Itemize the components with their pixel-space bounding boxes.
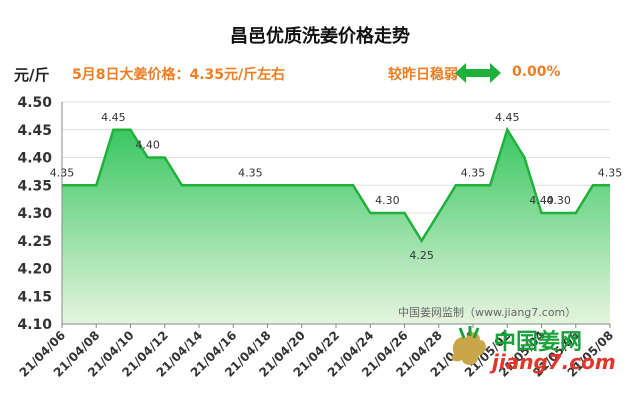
data-label: 4.45 <box>495 111 520 124</box>
watermark: 中国姜网监制（www.jiang7.com） <box>398 305 576 319</box>
y-tick-label: 4.20 <box>17 262 52 278</box>
data-label: 4.25 <box>409 249 434 262</box>
y-tick-label: 4.30 <box>17 206 52 222</box>
data-label: 4.45 <box>101 111 126 124</box>
data-label: 4.35 <box>50 166 75 179</box>
data-label: 4.35 <box>461 166 486 179</box>
y-tick-label: 4.45 <box>17 123 52 139</box>
y-unit-label: 元/斤 <box>14 66 50 84</box>
data-label: 4.40 <box>529 194 554 207</box>
y-tick-label: 4.40 <box>17 151 52 167</box>
y-tick-label: 4.10 <box>17 317 52 333</box>
data-label: 4.35 <box>238 166 263 179</box>
brand-logo-block: 中国姜网 jiang7.com <box>440 320 630 380</box>
compare-value: 0.00% <box>512 64 561 80</box>
data-label: 4.35 <box>598 166 623 179</box>
ginger-logo-icon <box>451 326 486 365</box>
price-summary: 5月8日大姜价格：4.35元/斤左右 <box>72 67 286 83</box>
compare-label: 较昨日稳弱 <box>388 67 458 83</box>
y-tick-label: 4.35 <box>17 178 52 194</box>
data-label: 4.30 <box>546 194 571 207</box>
data-label: 4.30 <box>375 194 400 207</box>
double-arrow-icon <box>455 63 501 83</box>
y-tick-label: 4.15 <box>17 289 52 305</box>
brand-name: 中国姜网 <box>494 330 583 355</box>
area-fill <box>62 129 610 324</box>
brand-url: jiang7.com <box>492 350 616 374</box>
y-tick-label: 4.25 <box>17 234 52 250</box>
y-tick-label: 4.50 <box>17 95 52 111</box>
data-label: 4.40 <box>135 139 160 152</box>
chart-title: 昌邑优质洗姜价格走势 <box>230 26 410 47</box>
